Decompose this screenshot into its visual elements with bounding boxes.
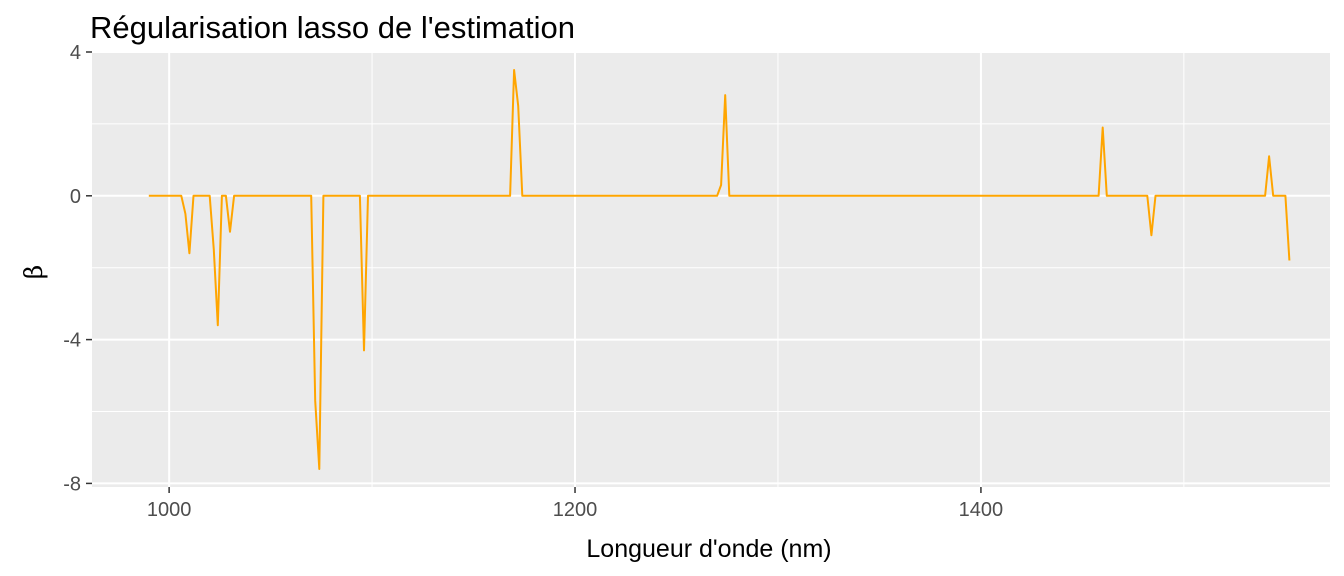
y-tick-label: 4	[70, 42, 81, 64]
x-axis-title: Longueur d'onde (nm)	[586, 535, 831, 563]
y-axis-title: β	[19, 265, 48, 279]
x-tick-label: 1400	[959, 499, 1004, 521]
y-axis: 4 0 -4 -8	[63, 42, 92, 495]
y-tick-label: -8	[63, 473, 81, 495]
x-axis: 1000 1200 1400	[147, 487, 1003, 521]
plot-panel	[92, 52, 1330, 487]
x-tick-label: 1000	[147, 499, 192, 521]
series-line	[148, 69, 1291, 470]
x-tick-label: 1200	[553, 499, 598, 521]
minor-gridlines	[92, 52, 1330, 487]
y-tick-label: -4	[63, 330, 81, 352]
chart-title: Régularisation lasso de l'estimation	[90, 10, 575, 45]
y-tick-label: 0	[70, 186, 81, 208]
